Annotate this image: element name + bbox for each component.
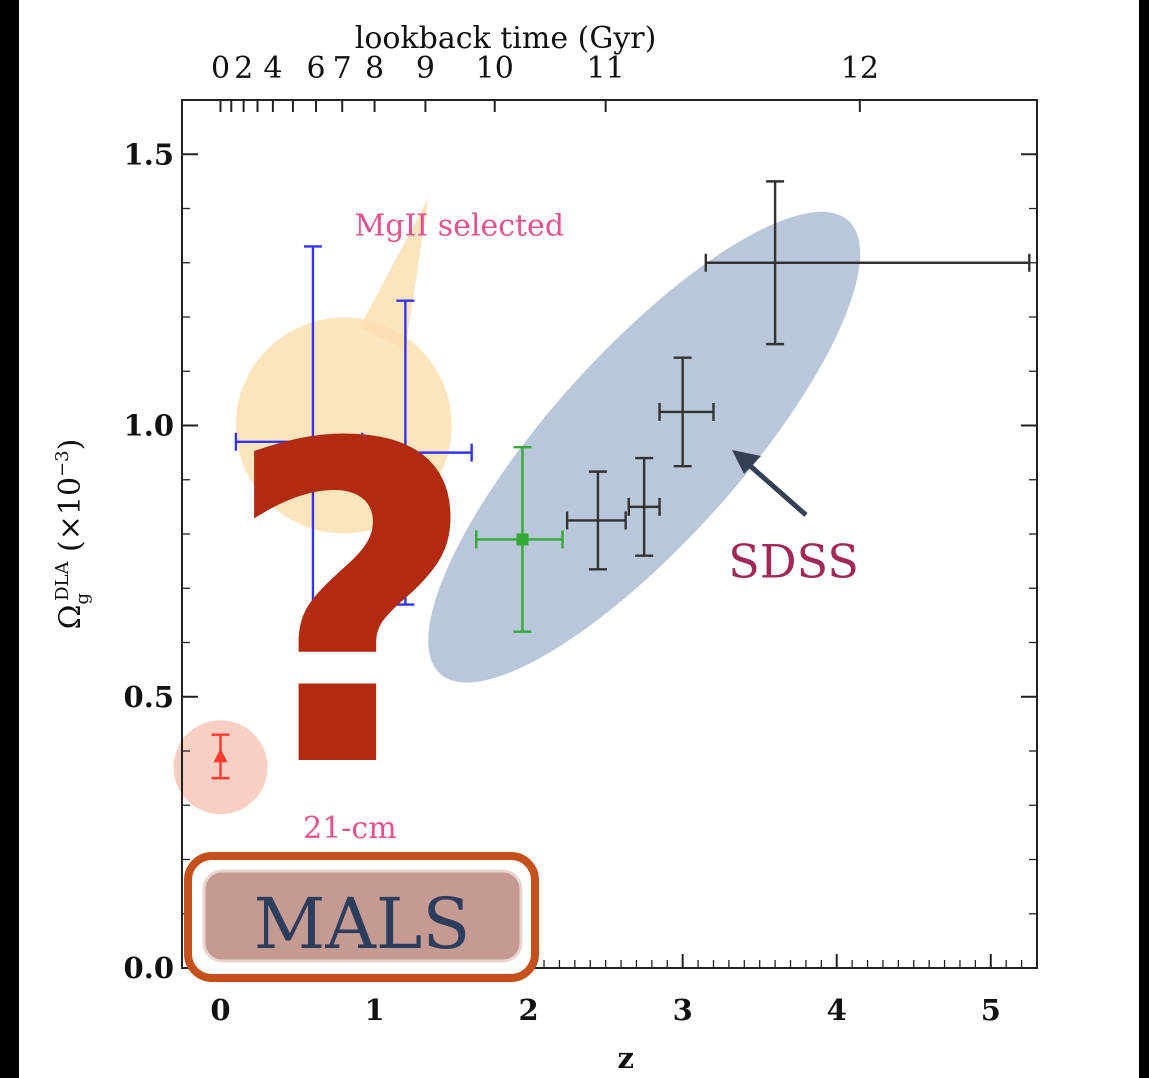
x-tick-label: 2 [519, 993, 539, 1027]
data-point-series1-0 [234, 245, 364, 639]
data-point-series2-0 [475, 446, 564, 633]
top-tick-label: 4 [263, 51, 282, 86]
mals-inner-box [202, 869, 523, 963]
mgii-bubble-pointer [359, 197, 429, 350]
data-point-series3-1 [627, 456, 661, 557]
x-tick-label: 4 [827, 993, 847, 1027]
y-tick-label: 0.5 [124, 680, 174, 714]
data-point-series0-0 [211, 733, 230, 780]
mgii-selected-label: MgII selected [355, 209, 564, 244]
data-point-series3-3 [704, 180, 1031, 346]
sdss-arrow-shaft [738, 455, 808, 517]
y-tick-label: 0.0 [124, 951, 174, 985]
top-tick-label: 9 [416, 51, 435, 86]
point-marker [213, 748, 228, 763]
y-tick-label: 1.0 [124, 409, 174, 443]
point-marker [400, 447, 411, 458]
data-point-series1-1 [361, 299, 473, 606]
chart-svg: 0 1 2 3 4 50.00.51.01.50 2 4 6 7 8 9 10 11 12lookback … [52, 21, 1038, 1075]
top-tick-label: 11 [587, 51, 625, 86]
mgii-highlight-bubble [235, 317, 452, 534]
data-point-series3-0 [565, 470, 627, 571]
y-axis-label: ΩgDLA (×10−3) [52, 439, 93, 630]
chart-canvas: 0 1 2 3 4 5 0.0 0.5 1.0 1.5 0 2 4 6 7 8 9 10 11 12 lookback … [19, 0, 1139, 1078]
mals-label: MALS [254, 883, 471, 965]
point-marker [307, 436, 318, 447]
top-axis-label: lookback time (Gyr) [355, 21, 657, 56]
x-tick-label: 1 [364, 993, 384, 1027]
top-tick-label: 12 [841, 51, 879, 86]
top-tick-label: 0 [211, 51, 230, 86]
x-axis-label: z [617, 1041, 633, 1075]
data-point-series3-2 [658, 356, 715, 468]
top-tick-label: 8 [365, 51, 384, 86]
top-tick-label: 6 [306, 51, 325, 86]
point-marker [516, 533, 529, 546]
top-tick-label: 2 [234, 51, 253, 86]
sdss-arrow-head [732, 450, 761, 474]
x-tick-label: 3 [673, 993, 693, 1027]
top-tick-label: 7 [333, 51, 352, 86]
x-tick-label: 0 [210, 993, 230, 1027]
twentyone-cm-label: 21-cm [303, 811, 397, 846]
sdss-label: SDSS [728, 534, 859, 588]
top-tick-label: 10 [476, 51, 514, 86]
y-tick-label: 1.5 [124, 137, 174, 171]
sdss-highlight-ellipse [428, 211, 861, 683]
question-mark: ? [224, 352, 479, 864]
x-tick-label: 5 [981, 993, 1001, 1027]
